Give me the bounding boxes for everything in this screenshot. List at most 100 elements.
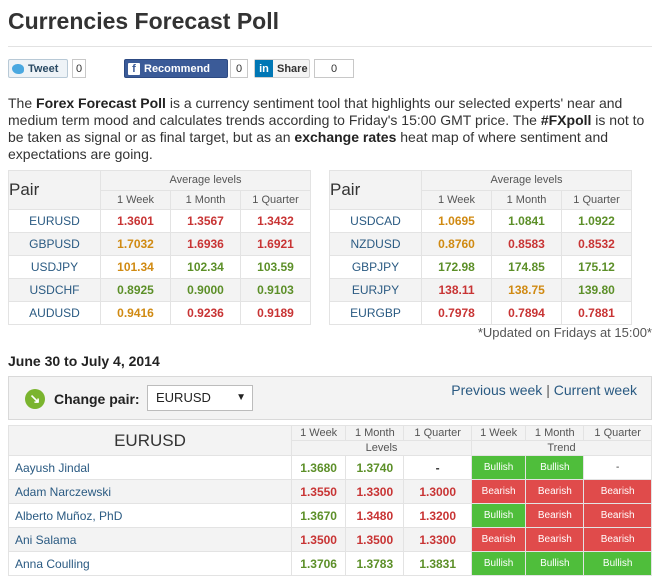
col-1-quarter: 1 Quarter: [561, 189, 632, 210]
forecast-level: 1.3500: [290, 527, 347, 552]
pair-name: EURJPY: [329, 278, 422, 302]
expert-name-link[interactable]: Ani Salama: [8, 527, 292, 552]
trend-badge: Bullish: [583, 551, 652, 576]
forecast-level: 1.3783: [345, 551, 405, 576]
pair-row: AUDUSD 0.9416 0.9236 0.9189: [8, 301, 311, 325]
table-row: Aayush Jindal 1.3680 1.3740- Bullish Bullish…: [8, 455, 652, 480]
linkedin-icon: in: [255, 60, 273, 77]
expert-name-link[interactable]: Aayush Jindal: [8, 455, 292, 480]
current-week-link[interactable]: Current week: [553, 382, 637, 398]
intro-bold: exchange rates: [294, 129, 397, 145]
trend-badge: Bullish: [470, 551, 527, 576]
forecast-level: 1.3200: [403, 503, 472, 528]
intro-bold: #FXpoll: [540, 112, 592, 128]
average-level-value: 0.7894: [491, 301, 562, 325]
forecast-level: 1.3000: [403, 479, 472, 504]
arrow-circle-icon: ↘: [25, 389, 45, 409]
tweet-button[interactable]: Tweet: [8, 59, 68, 78]
page-title: Currencies Forecast Poll: [8, 8, 279, 34]
average-level-value: 1.0922: [561, 209, 632, 233]
average-level-value: 175.12: [561, 255, 632, 279]
average-level-value: 1.3567: [170, 209, 241, 233]
table-row: Adam Narczewski 1.3550 1.3300 1.3000 Bearish…: [8, 479, 652, 504]
trend-badge: Bullish: [525, 551, 585, 576]
intro-paragraph: The Forex Forecast Poll is a currency se…: [8, 95, 654, 163]
forecast-level: 1.3500: [345, 527, 405, 552]
forecast-level: 1.3740: [345, 455, 405, 480]
facebook-icon: f: [128, 62, 140, 75]
forecast-level: 1.3670: [290, 503, 347, 528]
average-level-value: 0.9000: [170, 278, 241, 302]
week-links: Previous week | Current week: [451, 382, 637, 398]
trend-badge: Bearish: [525, 503, 585, 528]
intro-text: is not to be taken as signal or as final…: [8, 112, 645, 145]
average-level-value: 0.9416: [100, 301, 171, 325]
trend-badge: Bearish: [470, 527, 527, 552]
trend-badge: Bullish: [470, 503, 527, 528]
forecast-level: 1.3706: [290, 551, 347, 576]
pair-name: EURUSD: [8, 209, 101, 233]
trend-badge: Bearish: [525, 527, 585, 552]
updated-note: *Updated on Fridays at 15:00*: [477, 325, 652, 340]
share-label: Share: [277, 62, 308, 75]
trend-badge: -: [583, 455, 652, 480]
average-level-value: 139.80: [561, 278, 632, 302]
pair-row: USDCHF 0.8925 0.9000 0.9103: [8, 278, 311, 302]
title-divider: [8, 46, 652, 47]
pair-name: USDCHF: [8, 278, 101, 302]
intro-text: The: [8, 95, 37, 111]
expert-name-link[interactable]: Alberto Muñoz, PhD: [8, 503, 292, 528]
table-row: Ani Salama 1.3500 1.3500 1.3300 Bearish Beari…: [8, 527, 652, 552]
pair-row: EURGBP 0.7978 0.7894 0.7881: [329, 301, 632, 325]
expert-name-link[interactable]: Adam Narczewski: [8, 479, 292, 504]
average-level-value: 172.98: [421, 255, 492, 279]
pair-name: NZDUSD: [329, 232, 422, 256]
intro-text: is a currency sentiment tool that highli…: [8, 95, 623, 128]
trend-badge: Bullish: [470, 455, 527, 480]
forecast-level: -: [403, 455, 472, 480]
table-row: Anna Coulling 1.3706 1.3783 1.3831 Bullish Bu…: [8, 551, 652, 576]
average-level-value: 0.9236: [170, 301, 241, 325]
trend-badge: Bullish: [525, 455, 585, 480]
average-level-value: 103.59: [240, 255, 311, 279]
pair-name: EURGBP: [329, 301, 422, 325]
pair-row: USDJPY 101.34 102.34 103.59: [8, 255, 311, 279]
change-pair-bar: ↘ Change pair: EURUSD ▼ Previous week | …: [8, 376, 652, 420]
poll-period: June 30 to July 4, 2014: [8, 353, 160, 369]
average-level-value: 102.34: [170, 255, 241, 279]
pair-row: EURUSD 1.3601 1.3567 1.3432: [8, 209, 311, 233]
tweet-label: Tweet: [28, 62, 59, 75]
recommend-button[interactable]: f Recommend: [124, 59, 228, 78]
pair-name: GBPUSD: [8, 232, 101, 256]
average-level-value: 0.9189: [240, 301, 311, 325]
intro-text: heat map of where sentiment and expectat…: [8, 129, 609, 162]
col-1-quarter: 1 Quarter: [240, 189, 311, 210]
recommend-label: Recommend: [144, 62, 211, 75]
pair-select[interactable]: EURUSD ▼: [147, 385, 253, 411]
link-separator: |: [546, 382, 550, 398]
intro-bold: Forex Forecast Poll: [36, 95, 166, 111]
average-level-value: 101.34: [100, 255, 171, 279]
col-levels-1-quarter: 1 Quarter: [403, 425, 472, 441]
average-level-value: 0.7881: [561, 301, 632, 325]
pair-header: Pair: [8, 170, 101, 210]
forecast-level: 1.3680: [290, 455, 347, 480]
col-1-week: 1 Week: [421, 189, 492, 210]
col-1-week: 1 Week: [100, 189, 171, 210]
average-level-value: 0.8583: [491, 232, 562, 256]
pair-name: USDCAD: [329, 209, 422, 233]
col-1-month: 1 Month: [170, 189, 241, 210]
recommend-count: 0: [230, 59, 248, 78]
average-level-value: 1.3601: [100, 209, 171, 233]
expert-forecast-table: EURUSD 1 Week 1 Month 1 Quarter 1 Week 1…: [8, 425, 653, 576]
pair-row: GBPJPY 172.98 174.85 175.12: [329, 255, 632, 279]
expert-name-link[interactable]: Anna Coulling: [8, 551, 292, 576]
forecast-level: 1.3480: [345, 503, 405, 528]
previous-week-link[interactable]: Previous week: [451, 382, 543, 398]
average-level-value: 1.0695: [421, 209, 492, 233]
average-level-value: 1.0841: [491, 209, 562, 233]
pair-header: Pair: [329, 170, 422, 210]
average-level-value: 1.3432: [240, 209, 311, 233]
linkedin-share-button[interactable]: in Share: [254, 59, 310, 78]
average-level-value: 0.9103: [240, 278, 311, 302]
